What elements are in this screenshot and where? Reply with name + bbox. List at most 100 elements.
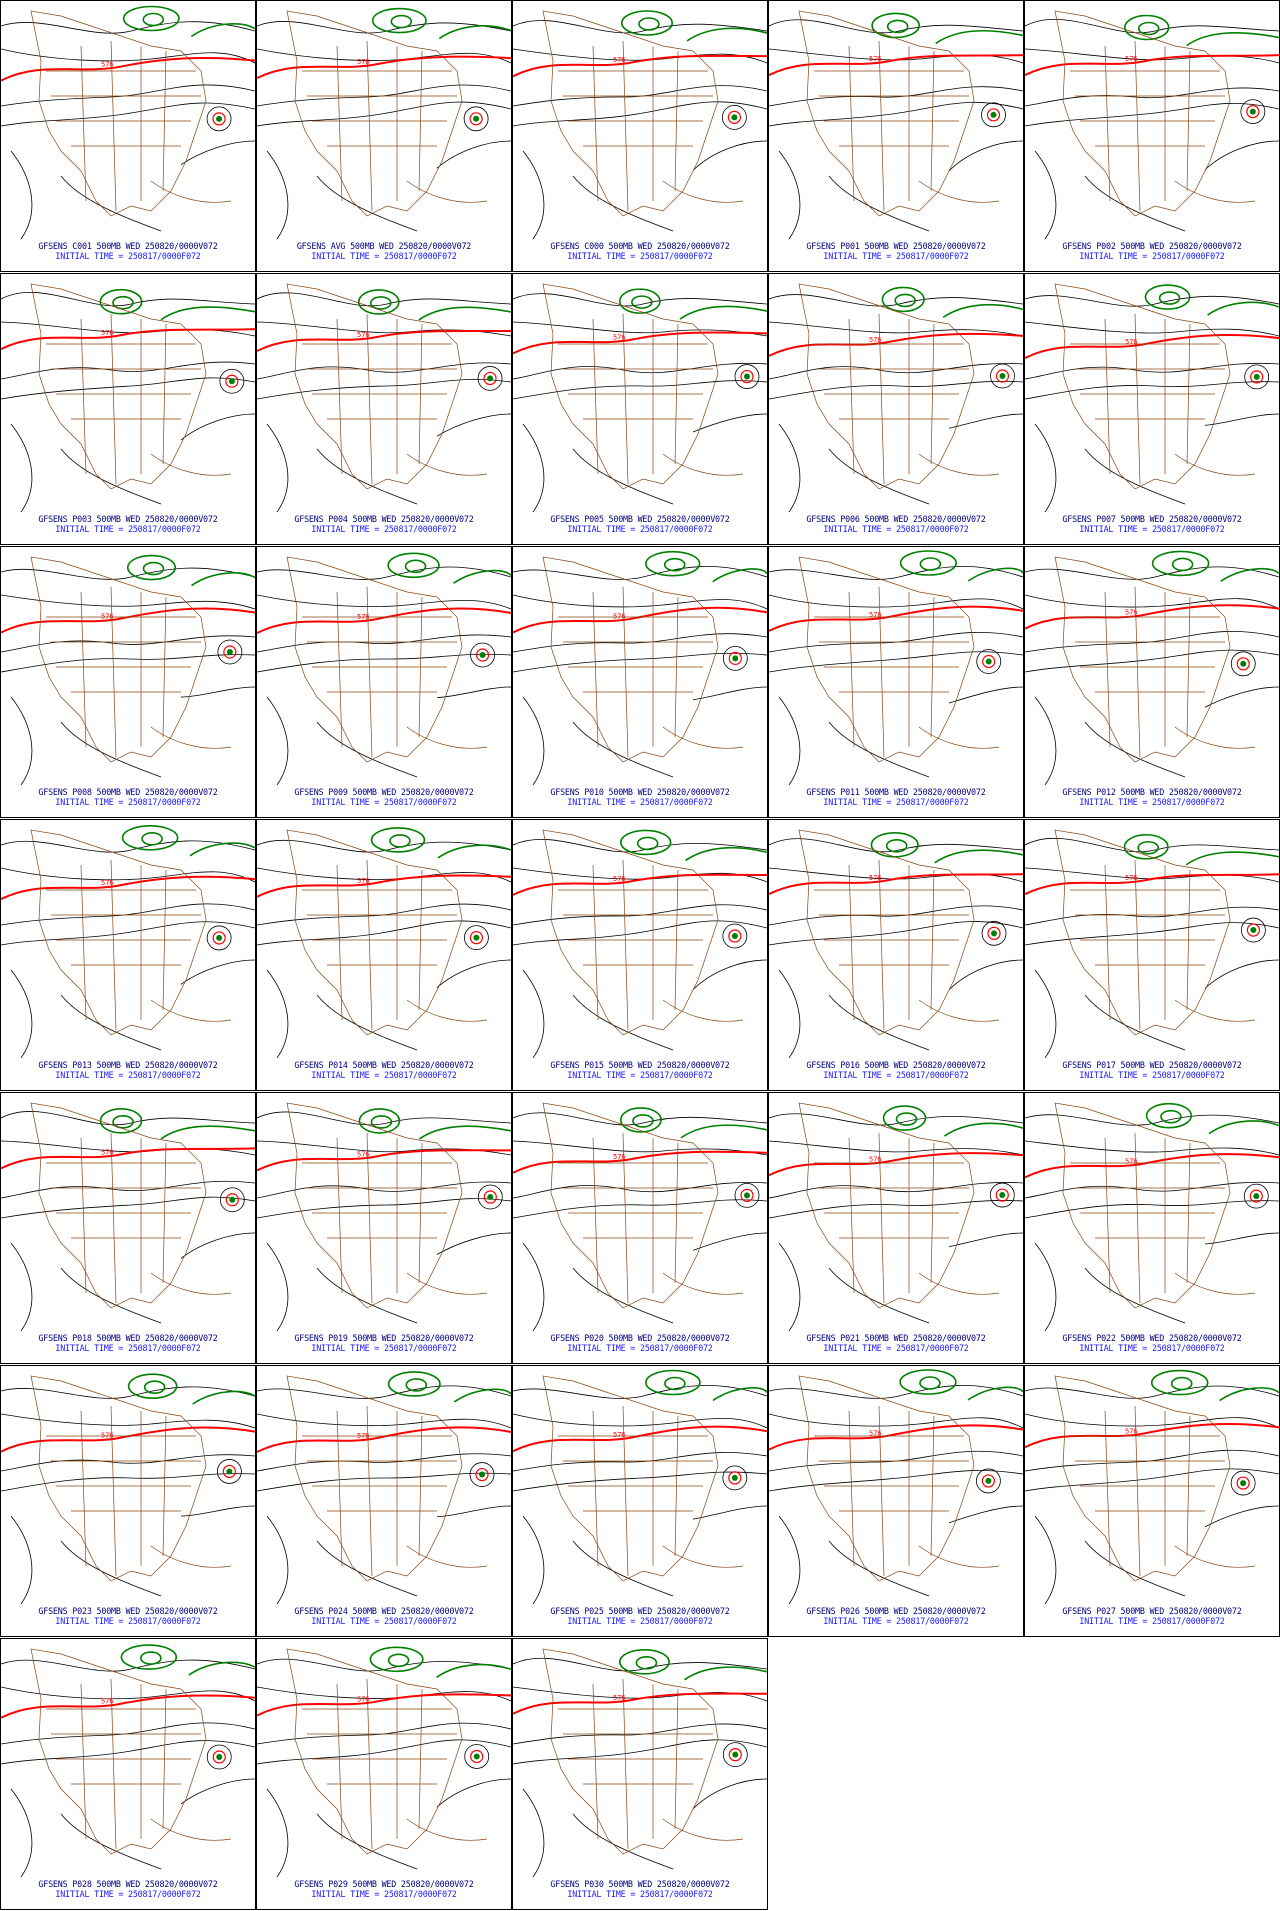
contour-576-line — [1, 1694, 255, 1719]
contour-576-line — [257, 874, 511, 898]
panel-label: GFSENS P013 500MB WED 250820/0000V072 — [38, 1060, 218, 1070]
contour-576-line — [1025, 333, 1279, 359]
panel-label: GFSENS P019 500MB WED 250820/0000V072 — [294, 1333, 474, 1343]
geography-outlines — [1054, 283, 1256, 490]
height-contour-map: 576 — [769, 1369, 1023, 1604]
height-contour-map: 576 — [257, 552, 511, 785]
contour-576-label: 576 — [101, 1148, 114, 1156]
ensemble-map-panel: 576 GFSENS P025 500MB WED 250820/0000V072… — [512, 1365, 768, 1637]
ensemble-map-panel: 576 GFSENS P014 500MB WED 250820/0000V072… — [256, 819, 512, 1091]
height-contour-map: 576 — [513, 10, 767, 239]
height-contour-map: 576 — [769, 1102, 1023, 1331]
ensemble-map-panel: 576 GFSENS P009 500MB WED 250820/0000V072… — [256, 546, 512, 818]
panel-label: GFSENS AVG 500MB WED 250820/0000V072 — [296, 241, 472, 251]
panel-label: GFSENS P016 500MB WED 250820/0000V072 — [806, 1060, 986, 1070]
ensemble-map-panel: 576 GFSENS P005 500MB WED 250820/0000V072… — [512, 273, 768, 545]
height-contours — [1, 1386, 255, 1604]
panel-label: GFSENS P024 500MB WED 250820/0000V072 — [294, 1606, 474, 1616]
contour-576-label: 576 — [101, 1698, 114, 1706]
tropical-low-symbol — [722, 1742, 748, 1768]
contour-576-label: 576 — [613, 333, 626, 341]
ensemble-map-panel: 576 GFSENS P017 500MB WED 250820/0000V072… — [1024, 819, 1280, 1091]
ensemble-map-panel: 576 GFSENS P028 500MB WED 250820/0000V072… — [0, 1638, 256, 1910]
ensemble-map-panel: 576 GFSENS C001 500MB WED 250820/0000V072… — [0, 0, 256, 272]
geography-outlines — [286, 283, 488, 490]
tropical-low-symbol — [721, 104, 747, 130]
contour-576-line — [1, 1147, 255, 1170]
contour-576-line — [1025, 873, 1279, 896]
panel-label: GFSENS P001 500MB WED 250820/0000V072 — [806, 241, 986, 251]
panel-initial-time: INITIAL TIME = 250817/0000F072 — [567, 1070, 713, 1080]
height-contours — [769, 1385, 1023, 1604]
low-height-contours — [1151, 550, 1279, 583]
contour-576-line — [1, 875, 255, 901]
tropical-low-symbol — [216, 1459, 242, 1484]
contour-576-label: 576 — [613, 1694, 626, 1702]
low-height-contours — [387, 552, 511, 584]
height-contours — [257, 566, 511, 785]
contour-576-line — [1025, 54, 1279, 77]
low-height-contours — [1150, 1369, 1279, 1402]
panel-initial-time: INITIAL TIME = 250817/0000F072 — [1079, 251, 1225, 261]
panel-initial-time: INITIAL TIME = 250817/0000F072 — [823, 1616, 969, 1626]
low-height-contours — [645, 550, 767, 583]
geography-outlines — [798, 829, 1000, 1036]
panel-label: GFSENS P005 500MB WED 250820/0000V072 — [550, 514, 730, 524]
panel-label: GFSENS P027 500MB WED 250820/0000V072 — [1062, 1606, 1242, 1616]
tropical-low-symbol — [1230, 1470, 1256, 1496]
low-height-contours — [871, 12, 1023, 45]
ensemble-map-panel: 576 GFSENS P018 500MB WED 250820/0000V072… — [0, 1092, 256, 1364]
low-height-contours — [1144, 284, 1279, 316]
tropical-low-symbol — [722, 645, 748, 671]
panel-initial-time: INITIAL TIME = 250817/0000F072 — [55, 524, 201, 534]
contour-576-line — [1, 607, 255, 634]
low-height-contours — [387, 1371, 511, 1403]
panel-initial-time: INITIAL TIME = 250817/0000F072 — [823, 1070, 969, 1080]
contour-576-label: 576 — [869, 1430, 882, 1438]
height-contour-map: 576 — [257, 283, 511, 512]
low-height-contours — [1145, 1102, 1279, 1135]
low-height-contours — [1123, 833, 1279, 866]
height-contour-map: 576 — [513, 550, 767, 785]
contour-576-line — [257, 607, 511, 634]
panel-initial-time: INITIAL TIME = 250817/0000F072 — [823, 1343, 969, 1353]
tropical-low-symbol — [464, 925, 489, 951]
geography-outlines — [30, 1375, 232, 1582]
panel-label: GFSENS P030 500MB WED 250820/0000V072 — [550, 1879, 730, 1889]
panel-initial-time: INITIAL TIME = 250817/0000F072 — [55, 1889, 201, 1899]
contour-576-label: 576 — [869, 611, 882, 619]
panel-label: GFSENS P026 500MB WED 250820/0000V072 — [806, 1606, 986, 1616]
low-height-contours — [127, 1373, 255, 1405]
contour-576-line — [769, 332, 1023, 357]
geography-outlines — [1054, 829, 1256, 1036]
low-height-contours — [619, 829, 767, 862]
height-contours — [769, 19, 1023, 239]
contour-576-line — [257, 55, 511, 80]
contour-576-label: 576 — [1125, 1157, 1138, 1165]
contour-576-label: 576 — [357, 1695, 370, 1703]
low-height-contours — [899, 550, 1023, 582]
geography-outlines — [286, 829, 488, 1036]
height-contours — [1, 840, 255, 1058]
tropical-low-symbol — [219, 368, 245, 394]
height-contour-map: 576 — [1, 1373, 255, 1604]
geography-outlines — [30, 556, 232, 763]
ensemble-map-panel: 576 GFSENS C000 500MB WED 250820/0000V072… — [512, 0, 768, 272]
tropical-low-symbol — [1240, 917, 1266, 943]
panel-initial-time: INITIAL TIME = 250817/0000F072 — [1079, 797, 1225, 807]
geography-outlines — [30, 829, 232, 1036]
contour-576-label: 576 — [869, 55, 882, 63]
contour-576-label: 576 — [1125, 1427, 1138, 1435]
geography-outlines — [542, 1102, 744, 1309]
panel-initial-time: INITIAL TIME = 250817/0000F072 — [311, 524, 457, 534]
tropical-low-symbol — [734, 1182, 760, 1208]
low-height-contours — [618, 288, 767, 320]
contour-576-line — [257, 1426, 511, 1453]
contour-576-line — [1, 1426, 255, 1453]
panel-label: GFSENS P017 500MB WED 250820/0000V072 — [1062, 1060, 1242, 1070]
contour-576-label: 576 — [357, 877, 370, 885]
tropical-low-symbol — [206, 106, 232, 132]
contour-576-label: 576 — [1125, 609, 1138, 617]
height-contours — [1, 567, 255, 785]
